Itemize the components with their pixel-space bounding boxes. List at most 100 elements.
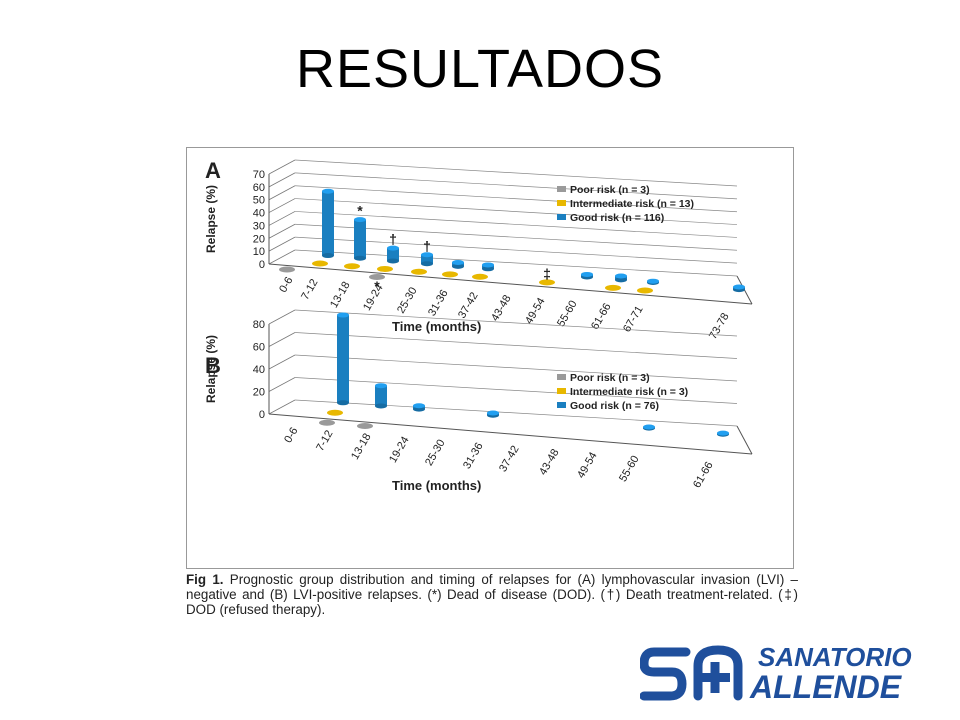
floor-front-edge <box>268 413 753 455</box>
y-tick-label: 10 <box>253 246 265 258</box>
bar-top <box>717 430 729 436</box>
bar-base <box>615 277 627 283</box>
zero-disk <box>312 260 328 267</box>
gridline-side <box>268 354 296 370</box>
gridline-side <box>268 236 296 252</box>
zero-disk <box>442 271 458 278</box>
gridline-side <box>268 332 296 347</box>
annotation-marker: ‡ <box>543 265 551 281</box>
bar-top <box>482 262 494 268</box>
gridline-side <box>268 377 296 392</box>
zero-disk <box>539 279 555 286</box>
bar-top <box>354 217 366 223</box>
logo-cross-icon <box>700 662 730 693</box>
logo-text-allende: ALLENDE <box>749 669 903 702</box>
y-tick-label: 40 <box>253 208 265 220</box>
bar-top <box>421 252 433 258</box>
y-tick-label: 40 <box>253 364 265 376</box>
caption-label: Fig 1. <box>186 572 224 587</box>
annotation-marker: † <box>423 238 431 254</box>
panel-letter: A <box>205 158 221 183</box>
bar-base <box>322 253 334 259</box>
gridline-side <box>268 249 296 265</box>
zero-disk <box>357 422 373 429</box>
logo-text-sanatorio: SANATORIO <box>758 642 912 672</box>
y-tick-label: 20 <box>253 233 265 245</box>
bar-top <box>452 259 464 265</box>
legend-swatch <box>557 402 566 408</box>
x-tick-label: 25-30 <box>423 438 447 468</box>
bar-base <box>387 258 399 264</box>
gridline-side <box>268 185 296 201</box>
legend-swatch <box>557 214 566 220</box>
x-axis-label: Time (months) <box>392 478 481 493</box>
bar-top <box>375 383 387 389</box>
bar-top <box>581 271 593 277</box>
zero-disk <box>369 273 385 280</box>
gridline-side <box>268 399 296 415</box>
legend-swatch <box>557 388 566 394</box>
bar-base <box>452 263 464 269</box>
legend-label: Poor risk (n = 3) <box>570 372 650 384</box>
figure-caption: Fig 1. Prognostic group distribution and… <box>186 572 798 617</box>
gridline <box>294 223 738 251</box>
y-axis-label: Relapse (%) <box>204 335 218 403</box>
figure-panel: A 0 10 20 30 40 50 60 70 Relapse (%) 0-6 7-12 13-18 1… <box>186 147 794 569</box>
legend-swatch <box>557 186 566 192</box>
x-tick-label: 0-6 <box>277 275 295 295</box>
caption-text: Prognostic group distribution and timing… <box>186 572 798 617</box>
zero-disk <box>344 263 360 270</box>
legend-label: Good risk (n = 116) <box>570 212 664 224</box>
x-tick-label: 13-18 <box>328 280 352 310</box>
bar-base <box>337 400 349 406</box>
x-tick-label: 0-6 <box>282 425 300 445</box>
x-tick-label: 49-54 <box>575 450 599 480</box>
y-tick-label: 60 <box>253 342 265 354</box>
gridline <box>294 399 738 427</box>
bar-top <box>647 278 659 284</box>
zero-disk <box>605 284 621 291</box>
bar <box>322 191 334 256</box>
gridline <box>294 211 738 238</box>
y-tick-label: 70 <box>253 169 265 181</box>
legend-swatch <box>557 374 566 380</box>
gridline-side <box>268 198 296 213</box>
x-tick-label: 73-78 <box>707 311 731 341</box>
floor-front-edge <box>268 263 753 305</box>
logo-mark-icon <box>640 645 743 701</box>
gridline <box>294 236 738 264</box>
legend-label: Poor risk (n = 3) <box>570 184 650 196</box>
x-tick-label: 13-18 <box>349 431 373 461</box>
x-tick-label: 7-12 <box>299 277 320 302</box>
legend-swatch <box>557 200 566 206</box>
gridline <box>294 249 738 277</box>
bar-top <box>615 273 627 279</box>
bar <box>421 254 433 264</box>
bar-base <box>421 261 433 267</box>
x-tick-label: 49-54 <box>523 296 547 326</box>
gridline <box>294 377 738 404</box>
x-tick-label: 55-60 <box>555 299 579 329</box>
annotation-marker: * <box>374 278 380 294</box>
gridline-side <box>268 172 296 188</box>
x-tick-label: 31-36 <box>461 441 485 471</box>
y-tick-label: 60 <box>253 182 265 194</box>
annotation-marker: † <box>389 231 397 247</box>
gridline-side <box>268 159 296 175</box>
x-tick-label: 19-24 <box>387 435 411 465</box>
x-tick-label: 37-42 <box>497 444 521 474</box>
bar-top <box>322 188 334 194</box>
y-tick-label: 0 <box>259 409 265 421</box>
zero-disk <box>411 268 427 275</box>
x-tick-label: 25-30 <box>395 285 419 315</box>
annotation-marker: * <box>357 203 363 219</box>
sanatorio-allende-logo: SANATORIO ALLENDE <box>640 642 912 702</box>
bar <box>337 315 349 403</box>
x-tick-label: 61-66 <box>589 301 613 331</box>
x-tick-label: 61-66 <box>691 460 715 490</box>
bar-base <box>354 255 366 261</box>
y-tick-label: 20 <box>253 387 265 399</box>
x-tick-label: 43-48 <box>537 447 561 477</box>
y-tick-label: 0 <box>259 259 265 271</box>
